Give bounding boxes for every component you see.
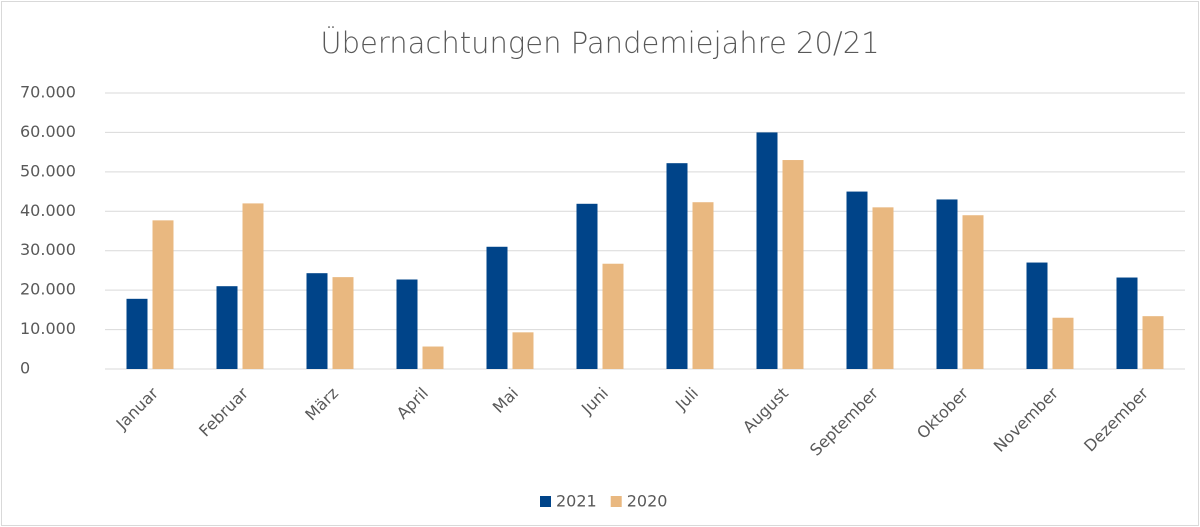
- bar: [846, 191, 868, 369]
- bar: [1116, 277, 1138, 369]
- legend-swatch: [540, 496, 551, 507]
- bar: [152, 220, 174, 369]
- y-tick-label: 0: [20, 359, 30, 378]
- y-tick-label: 30.000: [20, 240, 76, 259]
- bar: [126, 298, 148, 369]
- y-tick-label: 70.000: [20, 83, 76, 102]
- legend-swatch: [610, 496, 622, 507]
- bar: [602, 263, 624, 369]
- bar: [962, 215, 984, 369]
- y-tick-label: 20.000: [20, 280, 76, 299]
- y-tick-label: 60.000: [20, 122, 76, 141]
- bar: [216, 286, 238, 369]
- bar: [422, 346, 444, 369]
- y-tick-label: 40.000: [20, 201, 76, 220]
- bar: [666, 163, 688, 369]
- bar: [332, 277, 354, 369]
- bar: [576, 203, 598, 369]
- bar: [1052, 317, 1074, 369]
- bar: [692, 202, 714, 369]
- bar: [396, 279, 418, 369]
- bar: [872, 207, 894, 369]
- bar: [782, 160, 804, 369]
- bar: [242, 203, 264, 369]
- bar: [1142, 316, 1164, 369]
- bar: [486, 246, 508, 369]
- legend-label: 2020: [627, 492, 668, 511]
- bar: [512, 332, 534, 369]
- legend-label: 2021: [556, 492, 597, 511]
- y-tick-label: 50.000: [20, 161, 76, 180]
- bar: [306, 273, 328, 369]
- chart-title: Übernachtungen Pandemiejahre 20/21: [320, 26, 879, 60]
- bar: [1026, 262, 1048, 369]
- bar: [756, 132, 778, 369]
- bar: [936, 199, 958, 369]
- y-tick-label: 10.000: [20, 319, 76, 338]
